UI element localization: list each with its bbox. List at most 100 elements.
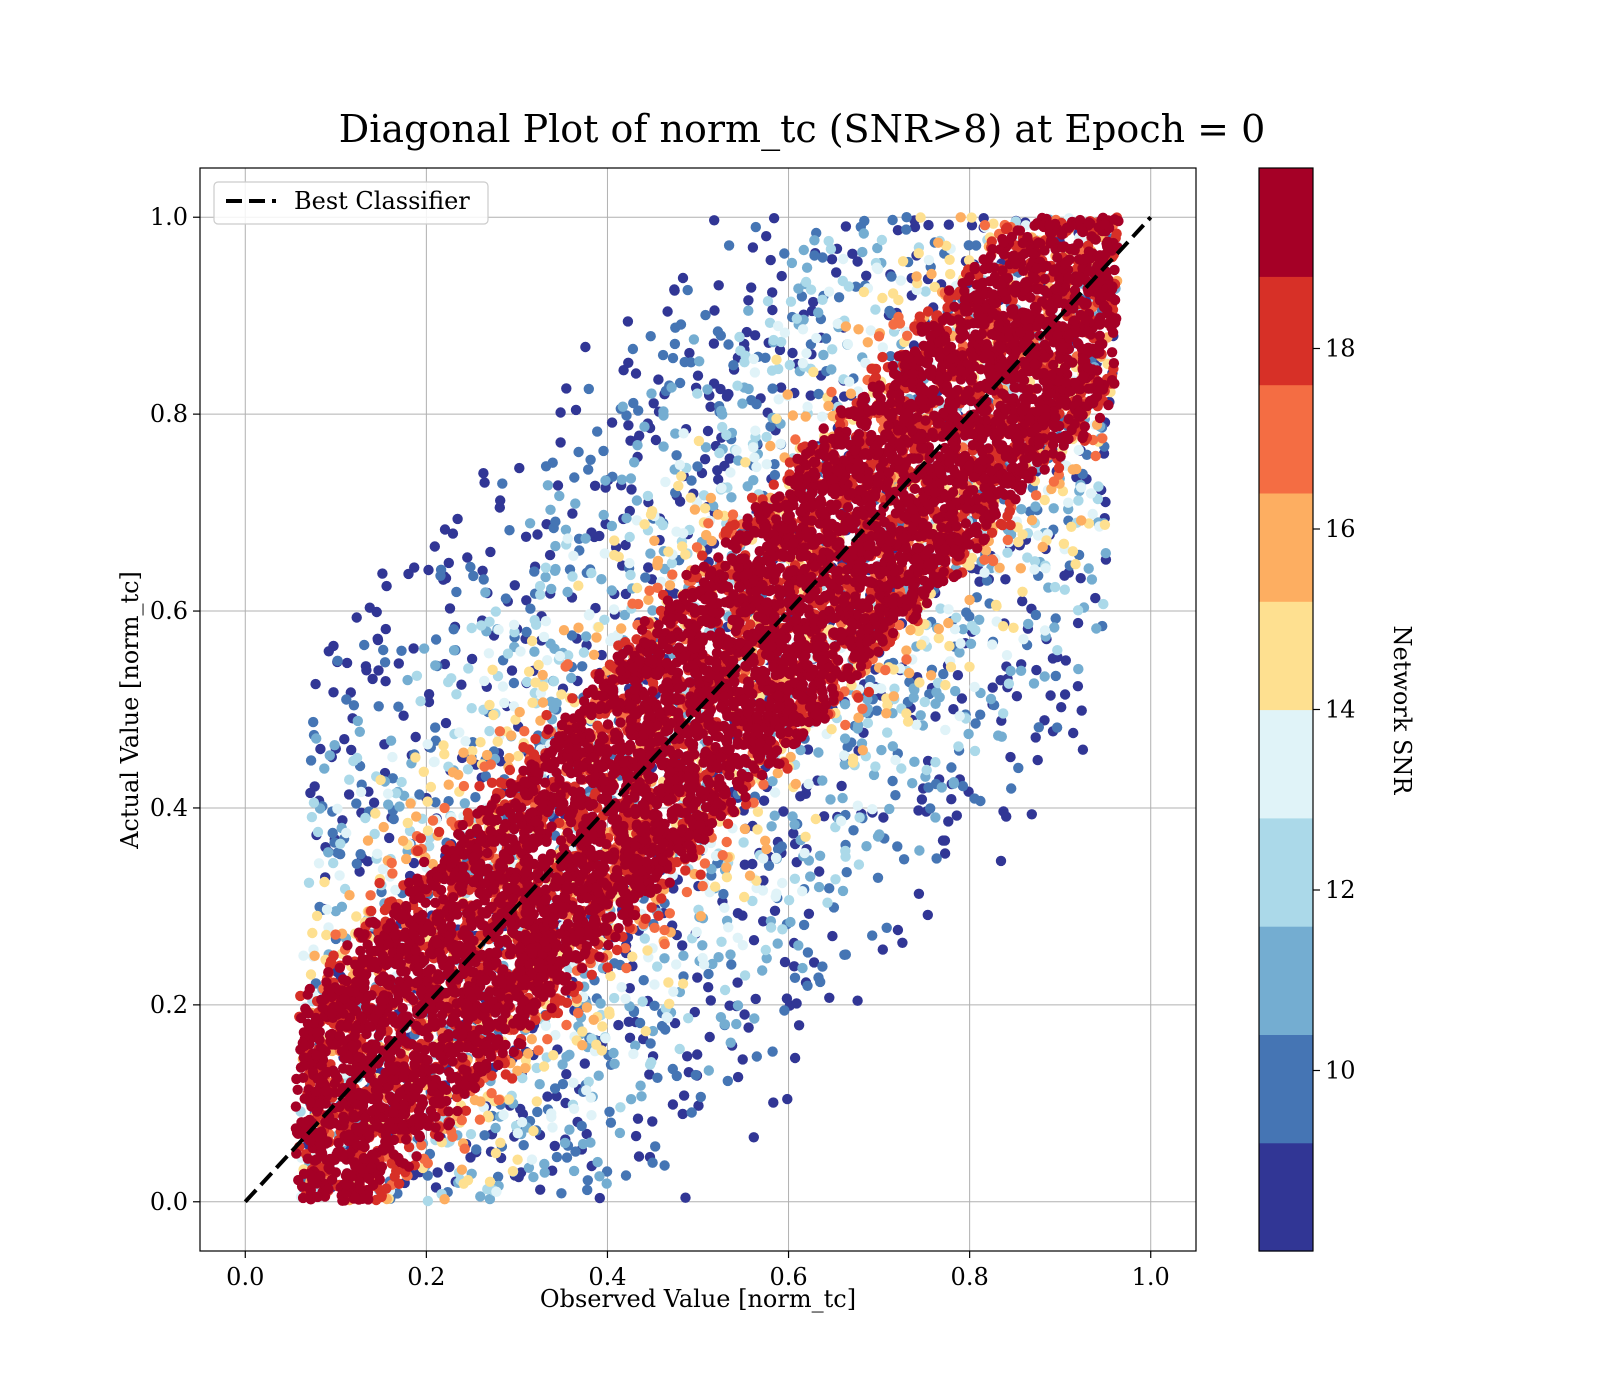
scatter-point [878,812,889,823]
scatter-point [1050,670,1062,682]
scatter-point [500,593,512,604]
scatter-point [402,674,413,686]
scatter-point [940,679,951,691]
scatter-point [721,836,732,848]
scatter-point [802,980,813,991]
scatter-point [919,696,930,708]
scatter-point [844,376,855,387]
scatter-point [877,351,888,363]
scatter-point [627,598,638,609]
scatter-point [550,563,561,575]
scatter-point [782,1093,793,1105]
scatter-point [614,1127,626,1139]
scatter-point [686,475,697,486]
scatter-point [448,624,459,635]
scatter-point [831,267,842,278]
scatter-point [758,795,770,806]
scatter-point [809,235,820,246]
scatter-point [414,789,425,800]
scatter-point [915,212,926,223]
scatter-point [609,992,620,1004]
scatter-point [944,640,955,652]
scatter-point [818,811,830,822]
scatter-point [746,282,757,293]
scatter-point [1083,563,1094,574]
scatter-point [1026,809,1038,820]
scatter-point [738,837,749,848]
scatter-point [748,935,760,946]
scatter-point [955,638,966,649]
scatter-point [955,212,966,223]
scatter-point [674,1043,685,1055]
scatter-point [801,262,813,273]
scatter-point [555,437,566,448]
scatter-point [808,957,820,968]
scatter-point [926,268,937,280]
scatter-point [611,944,623,956]
scatter-point [560,524,572,535]
scatter-point [1098,598,1109,610]
scatter-point [474,781,485,792]
scatter-point [463,663,474,674]
scatter-point [897,937,908,948]
scatter-point [396,776,407,788]
scatter-point [695,869,706,880]
scatter-point [592,1156,603,1168]
scatter-point [785,916,796,928]
scatter-point [585,1092,596,1103]
scatter-point [562,533,573,544]
scatter-point [1002,534,1013,546]
scatter-point [432,1167,443,1178]
scatter-point [695,1091,706,1103]
scatter-point [686,1107,697,1118]
scatter-point [439,749,450,760]
scatter-point [493,1094,504,1106]
scatter-point [798,919,810,931]
scatter-point [508,619,520,630]
scatter-point [624,1032,636,1044]
scatter-point [881,708,892,719]
scatter-point [352,715,363,727]
scatter-point [624,983,635,994]
scatter-point [351,752,363,764]
scatter-point [632,440,643,451]
scatter-point [1071,463,1082,475]
scatter-point [779,1005,790,1016]
scatter-point [524,518,536,529]
scatter-point [717,421,728,433]
scatter-point [776,270,787,282]
scatter-point [876,234,888,246]
scatter-point [387,868,398,879]
scatter-point [387,773,398,784]
scatter-point [479,1130,490,1141]
scatter-point [647,1157,658,1168]
scatter-point [772,767,783,779]
scatter-point [768,334,779,346]
scatter-point [705,492,717,504]
scatter-point [512,1128,523,1139]
scatter-point [1015,665,1027,676]
scatter-point [576,1120,587,1132]
scatter-point [987,639,998,650]
scatter-point [1066,521,1077,532]
scatter-point [438,740,449,751]
scatter-point [378,821,389,833]
scatter-point [702,384,713,395]
scatter-point [515,646,526,657]
scatter-point [528,1125,539,1137]
scatter-point [740,457,751,468]
scatter-point [706,535,717,547]
scatter-point [540,571,551,583]
scatter-point [717,409,728,420]
scatter-point [337,815,348,826]
scatter-point [591,632,602,643]
scatter-point [637,996,648,1007]
scatter-point [657,349,669,361]
scatter-point [632,1113,644,1124]
scatter-point [616,623,627,634]
scatter-point [765,254,776,266]
scatter-point [669,338,681,350]
scatter-point [478,574,489,585]
scatter-point [639,933,650,944]
scatter-point [465,561,476,573]
